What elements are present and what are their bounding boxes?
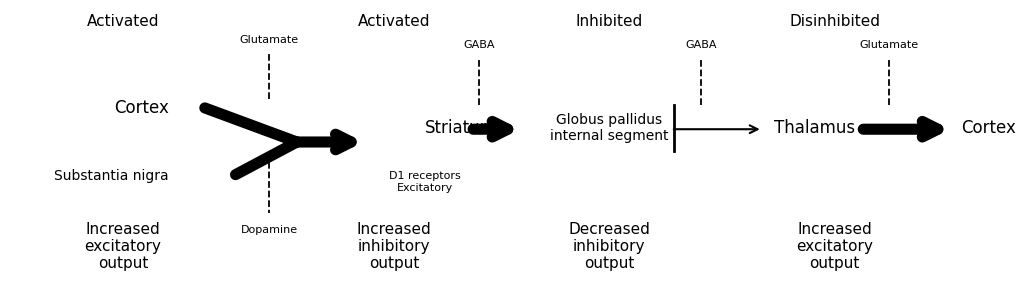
Text: Increased
inhibitory
output: Increased inhibitory output: [357, 222, 431, 271]
Text: Activated: Activated: [358, 14, 430, 29]
Text: Thalamus: Thalamus: [773, 119, 855, 137]
Text: Decreased
inhibitory
output: Decreased inhibitory output: [568, 222, 650, 271]
Text: Cortex: Cortex: [114, 99, 169, 117]
Text: D1 receptors
Excitatory: D1 receptors Excitatory: [389, 171, 461, 193]
Text: Dopamine: Dopamine: [241, 225, 298, 235]
Text: Increased
excitatory
output: Increased excitatory output: [796, 222, 873, 271]
Text: Inhibited: Inhibited: [575, 14, 643, 29]
Text: Disinhibited: Disinhibited: [790, 14, 880, 29]
Text: GABA: GABA: [464, 40, 495, 51]
Text: Striatum: Striatum: [425, 119, 497, 137]
Text: Glutamate: Glutamate: [240, 35, 299, 45]
Text: GABA: GABA: [686, 40, 717, 51]
Text: Glutamate: Glutamate: [859, 40, 919, 51]
Text: Cortex: Cortex: [961, 119, 1016, 137]
Text: Substantia nigra: Substantia nigra: [54, 169, 169, 183]
Text: Increased
excitatory
output: Increased excitatory output: [84, 222, 162, 271]
Text: Activated: Activated: [87, 14, 159, 29]
Text: Globus pallidus
internal segment: Globus pallidus internal segment: [550, 113, 669, 143]
